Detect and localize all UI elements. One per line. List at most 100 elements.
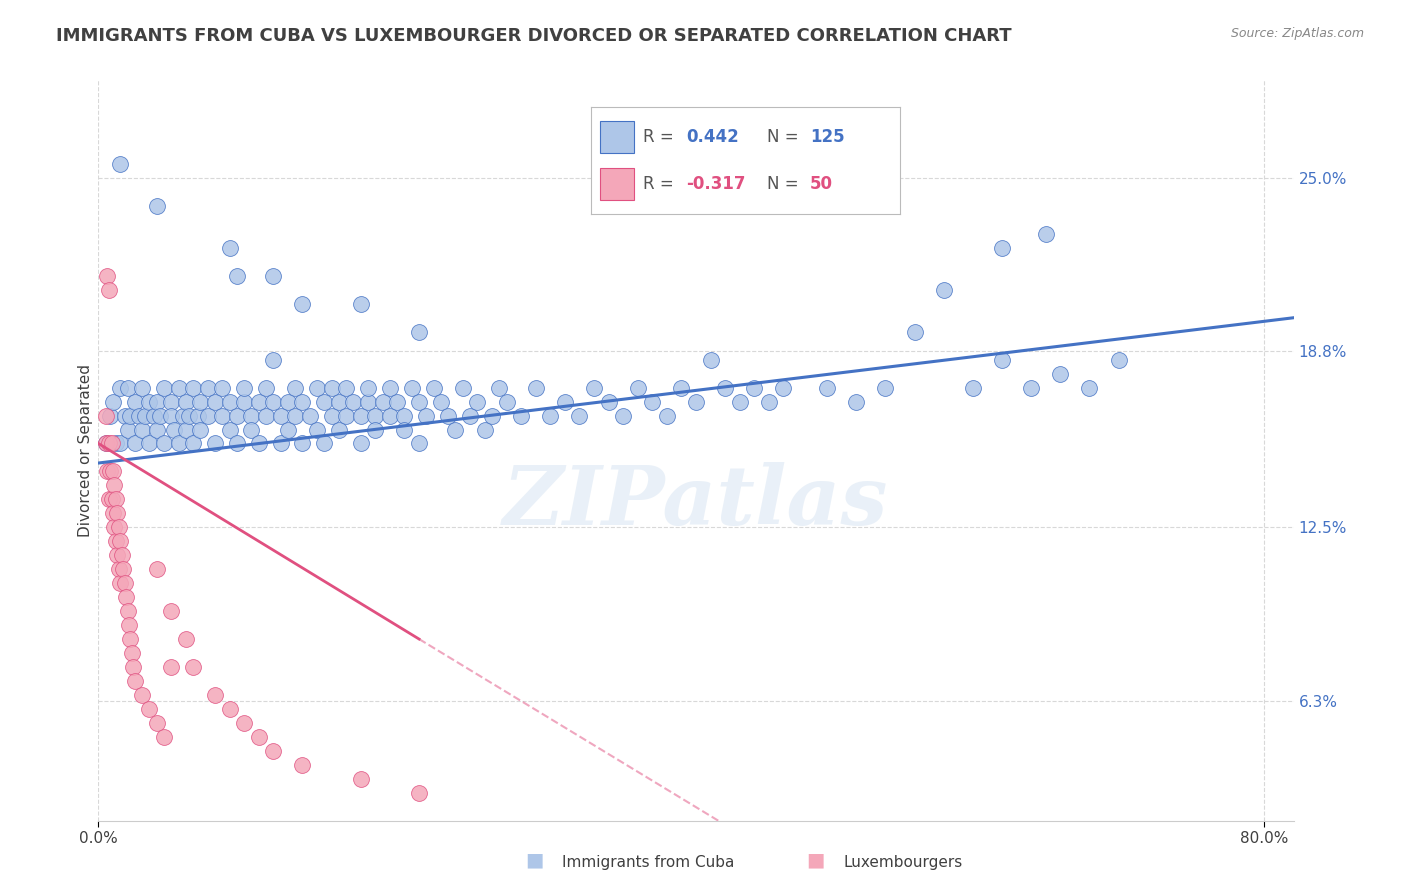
Point xyxy=(408,436,430,450)
Text: -0.317: -0.317 xyxy=(686,175,747,193)
Point xyxy=(174,394,197,409)
Text: 0.442: 0.442 xyxy=(686,128,740,146)
Y-axis label: Divorced or Separated: Divorced or Separated xyxy=(77,364,93,537)
Point xyxy=(772,381,794,395)
Point xyxy=(451,381,474,395)
Point xyxy=(233,715,256,730)
FancyBboxPatch shape xyxy=(600,168,634,200)
Point xyxy=(262,268,284,283)
Point xyxy=(1078,381,1101,395)
Point xyxy=(270,409,292,423)
Point xyxy=(190,423,212,437)
Text: N =: N = xyxy=(766,175,799,193)
Point xyxy=(728,394,751,409)
Point xyxy=(153,730,176,744)
Point xyxy=(714,381,737,395)
Point xyxy=(321,381,343,395)
Point xyxy=(422,381,444,395)
Point xyxy=(357,381,380,395)
Point xyxy=(254,409,277,423)
Point xyxy=(524,381,547,395)
Point xyxy=(758,394,780,409)
FancyBboxPatch shape xyxy=(600,121,634,153)
Point xyxy=(1035,227,1057,241)
Point xyxy=(114,576,136,591)
Point xyxy=(160,604,183,618)
Point xyxy=(94,409,117,423)
Point xyxy=(108,562,131,576)
Point xyxy=(138,702,160,716)
Point xyxy=(121,646,143,660)
Point xyxy=(291,297,314,311)
Point xyxy=(167,436,190,450)
Point xyxy=(181,436,204,450)
Point xyxy=(444,423,467,437)
Point xyxy=(218,423,240,437)
Point xyxy=(655,409,678,423)
Point xyxy=(122,660,145,674)
Point xyxy=(118,618,141,632)
Point xyxy=(218,394,240,409)
Point xyxy=(145,199,167,213)
Point xyxy=(134,409,156,423)
Point xyxy=(342,394,364,409)
Point xyxy=(197,381,219,395)
Point xyxy=(174,423,197,437)
Point xyxy=(321,409,343,423)
Point xyxy=(991,241,1014,255)
Point xyxy=(211,381,233,395)
Point xyxy=(240,409,263,423)
Point xyxy=(101,464,124,478)
Point xyxy=(181,660,204,674)
Point xyxy=(108,520,131,534)
Point xyxy=(408,394,430,409)
Point xyxy=(100,492,122,507)
Point xyxy=(932,283,955,297)
Point xyxy=(335,381,357,395)
Point xyxy=(394,423,416,437)
Point xyxy=(117,423,139,437)
Point xyxy=(204,688,226,702)
Point xyxy=(903,325,925,339)
Point xyxy=(371,394,394,409)
Point xyxy=(247,730,270,744)
Point xyxy=(120,409,142,423)
Point xyxy=(262,394,284,409)
Text: Immigrants from Cuba: Immigrants from Cuba xyxy=(562,855,735,870)
Point xyxy=(104,436,127,450)
Point xyxy=(415,409,437,423)
Point xyxy=(510,409,533,423)
Point xyxy=(110,157,132,171)
Point xyxy=(110,436,132,450)
Point xyxy=(364,423,387,437)
Point xyxy=(328,394,350,409)
Point xyxy=(114,409,136,423)
Point xyxy=(149,409,172,423)
Point xyxy=(277,394,299,409)
Point xyxy=(98,464,121,478)
Text: ■: ■ xyxy=(524,851,544,870)
Point xyxy=(233,381,256,395)
Point xyxy=(128,409,150,423)
Point xyxy=(138,436,160,450)
Point xyxy=(163,423,186,437)
Point xyxy=(815,381,838,395)
Point xyxy=(94,436,117,450)
Point xyxy=(111,548,134,562)
Point xyxy=(495,394,517,409)
Point xyxy=(124,673,146,688)
Point xyxy=(112,562,135,576)
Point xyxy=(291,757,314,772)
Point xyxy=(103,478,125,492)
Point xyxy=(270,436,292,450)
Point xyxy=(1019,381,1042,395)
Point xyxy=(115,590,138,604)
Point xyxy=(131,688,153,702)
Point xyxy=(145,562,167,576)
Point xyxy=(97,492,120,507)
Point xyxy=(153,436,176,450)
Point xyxy=(430,394,453,409)
Point xyxy=(305,381,328,395)
Point xyxy=(110,576,132,591)
Point xyxy=(488,381,510,395)
